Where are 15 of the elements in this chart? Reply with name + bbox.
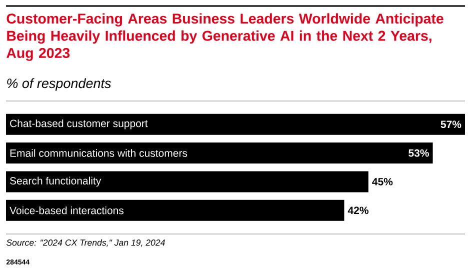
bar bbox=[6, 142, 433, 164]
data-label: 42% bbox=[348, 206, 368, 214]
bar bbox=[6, 114, 465, 135]
y-tick-label: Voice-based interactions bbox=[10, 206, 124, 214]
y-tick-label: Email communications with customers bbox=[10, 149, 188, 157]
source-note: Source: "2024 CX Trends," Jan 19, 2024 bbox=[6, 239, 165, 247]
y-tick-label: Chat-based customer support bbox=[10, 119, 148, 130]
bar bbox=[6, 200, 344, 221]
chart-title: Customer-Facing Areas Business Leaders Worldwide Anticipate Being Heavily Influenced by Generative AI in the Next 2 Years, Aug 2023 bbox=[6, 13, 444, 61]
data-label: 45% bbox=[372, 178, 393, 186]
data-label: 57% bbox=[440, 120, 462, 128]
bar bbox=[6, 171, 368, 192]
chart-subtitle: % of respondents bbox=[7, 78, 111, 91]
y-tick-label: Search functionality bbox=[10, 176, 102, 187]
data-label: 53% bbox=[408, 149, 429, 157]
